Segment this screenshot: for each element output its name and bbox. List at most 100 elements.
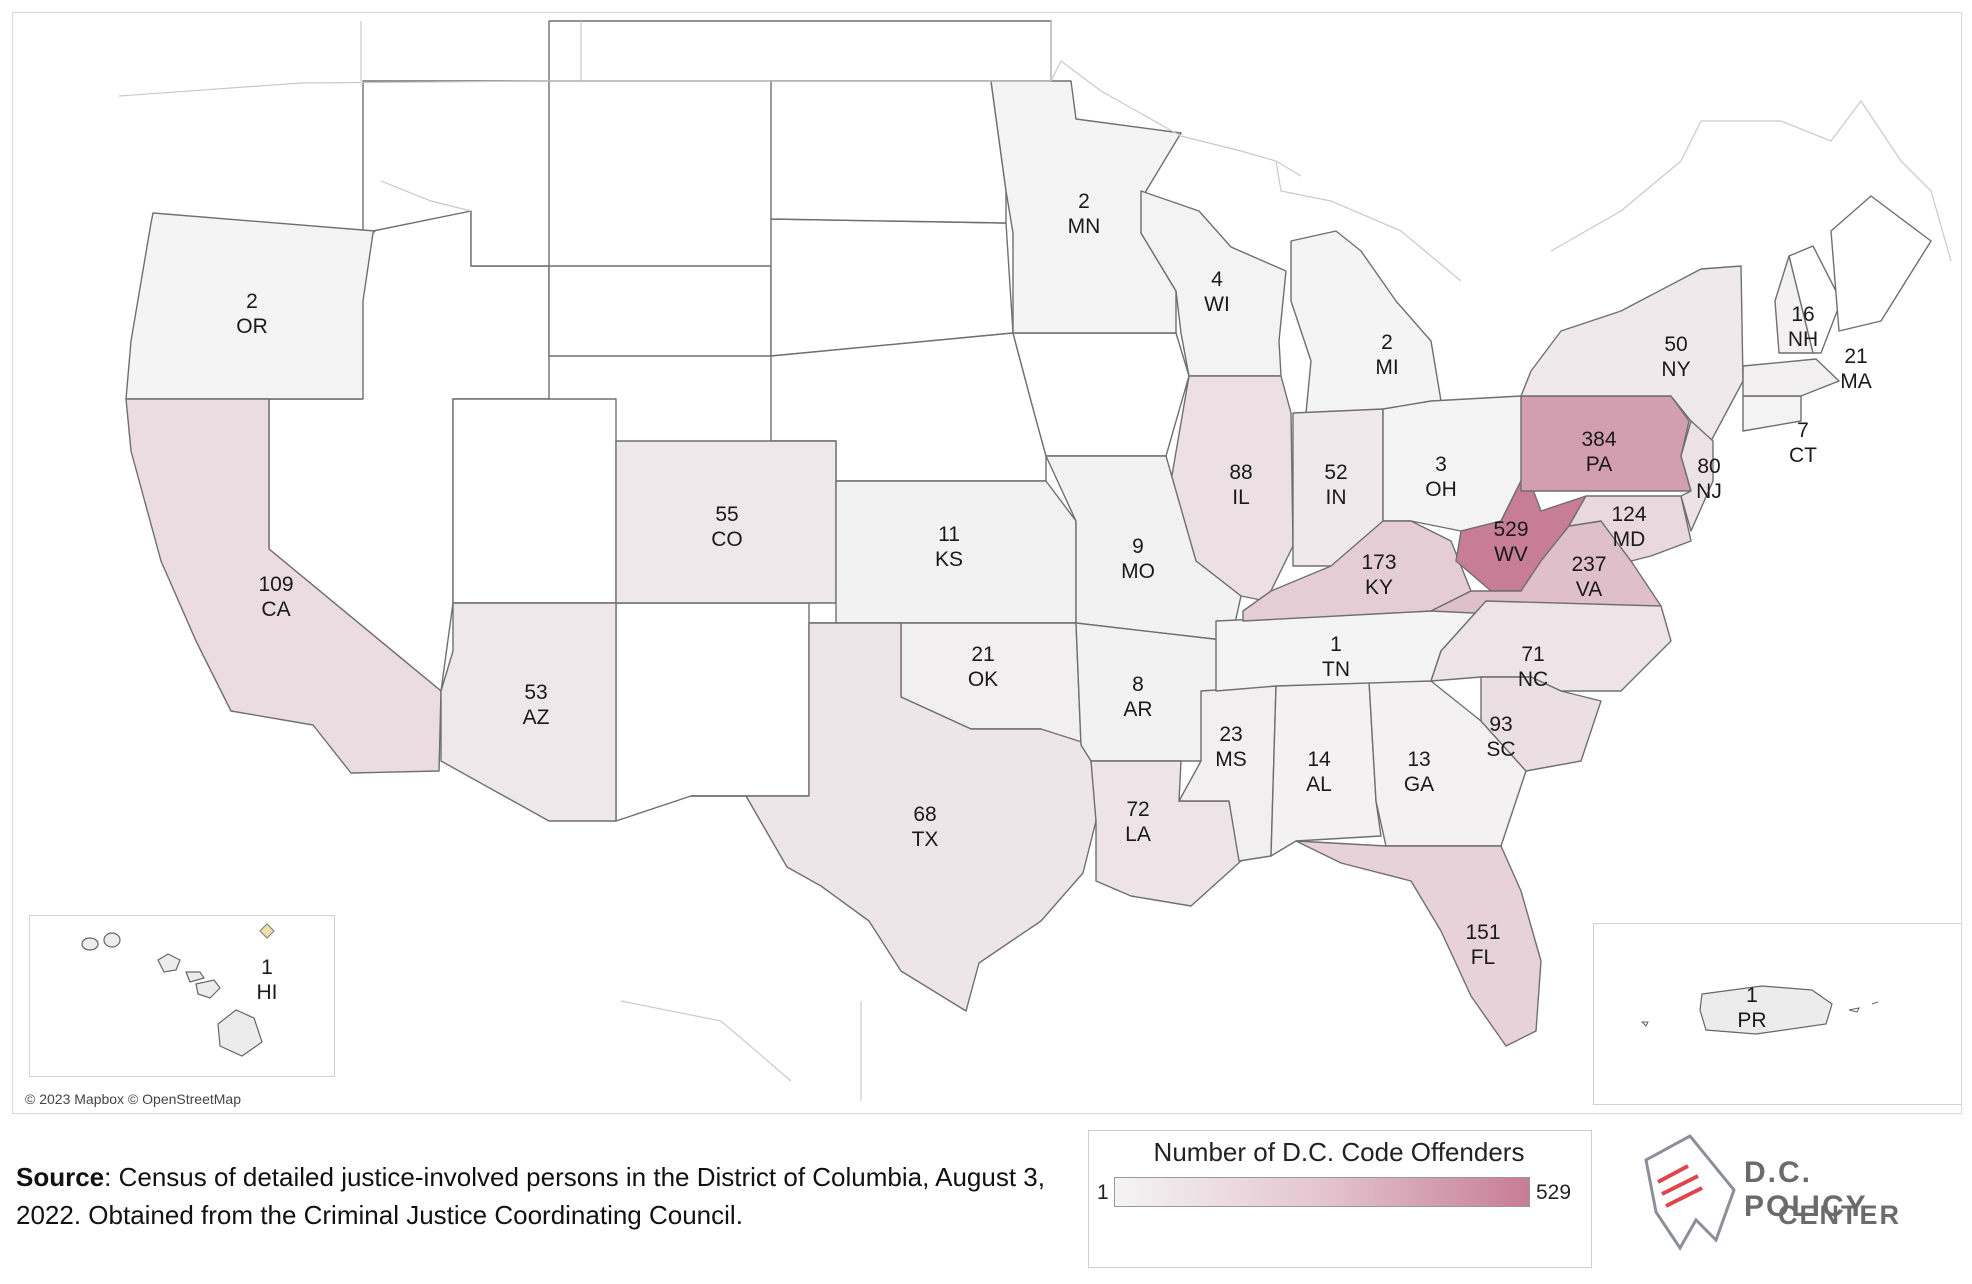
state-value-label-pr: 1 — [1746, 984, 1758, 1007]
legend-gradient-bar — [1114, 1177, 1530, 1207]
state-value-label-co: 55 — [715, 503, 738, 526]
state-abbr-label-oh: OH — [1425, 478, 1457, 501]
map-attribution[interactable]: © 2023 Mapbox © OpenStreetMap — [25, 1091, 241, 1107]
state-value-label-tn: 1 — [1330, 633, 1342, 656]
state-value-label-ms: 23 — [1219, 723, 1242, 746]
state-abbr-label-or: OR — [236, 315, 268, 338]
state-abbr-label-va: VA — [1576, 578, 1602, 601]
state-mo[interactable] — [1045, 455, 1242, 642]
state-sc[interactable] — [1480, 676, 1602, 772]
state-abbr-label-la: LA — [1125, 823, 1151, 846]
state-value-label-va: 237 — [1571, 553, 1606, 576]
state-no-data — [615, 602, 810, 822]
state-mi[interactable] — [1290, 230, 1442, 414]
state-abbr-label-pa: PA — [1586, 453, 1612, 476]
state-ga[interactable] — [1368, 680, 1527, 847]
puerto-rico-inset: 1 PR — [1593, 923, 1961, 1105]
source-text: : Census of detailed justice-involved pe… — [16, 1162, 1045, 1230]
legend-title: Number of D.C. Code Offenders — [1153, 1137, 1525, 1167]
state-value-label-la: 72 — [1126, 798, 1149, 821]
state-value-label-md: 124 — [1611, 503, 1646, 526]
state-value-label-nc: 71 — [1521, 643, 1544, 666]
state-abbr-label-ct: CT — [1789, 444, 1817, 467]
state-value-label-wv: 529 — [1493, 518, 1528, 541]
state-no-data — [770, 80, 1007, 224]
state-value-label-mo: 9 — [1132, 535, 1144, 558]
state-abbr-label-ok: OK — [968, 668, 998, 691]
state-value-label-tx: 68 — [913, 803, 936, 826]
state-abbr-label-co: CO — [711, 528, 743, 551]
state-abbr-label-tn: TN — [1322, 658, 1350, 681]
basemap-boundary-line — [1275, 160, 1462, 282]
legend-max-label: 529 — [1536, 1181, 1572, 1204]
state-abbr-label-ar: AR — [1123, 698, 1152, 721]
state-value-label-mi: 2 — [1381, 331, 1393, 354]
logo-text-line2: CENTER — [1778, 1200, 1902, 1230]
state-abbr-label-mo: MO — [1121, 560, 1155, 583]
state-abbr-label-ky: KY — [1365, 576, 1393, 599]
logo-text-line1: D.C. POLICY — [1744, 1156, 1868, 1223]
state-value-label-ca: 109 — [258, 573, 293, 596]
state-abbr-label-mn: MN — [1068, 215, 1101, 238]
state-la[interactable] — [1090, 760, 1242, 907]
state-abbr-label-sc: SC — [1486, 738, 1515, 761]
state-ky[interactable] — [1242, 520, 1472, 622]
state-abbr-label-ks: KS — [935, 548, 963, 571]
state-ct[interactable] — [1742, 395, 1802, 432]
state-or[interactable] — [125, 212, 376, 400]
legend-min-label: 1 — [1097, 1181, 1109, 1204]
state-ma[interactable] — [1742, 358, 1840, 397]
state-value-label-hi: 1 — [261, 956, 273, 979]
state-abbr-label-al: AL — [1306, 773, 1332, 796]
state-abbr-label-wi: WI — [1204, 293, 1230, 316]
basemap-boundary-line — [620, 1000, 792, 1082]
state-no-data — [548, 20, 1052, 82]
hawaii-inset: 1 HI — [29, 915, 335, 1077]
state-value-label-ok: 21 — [971, 643, 994, 666]
state-nh[interactable] — [1774, 255, 1814, 354]
state-abbr-label-az: AZ — [523, 706, 550, 729]
state-tx[interactable] — [690, 622, 1097, 1012]
basemap-boundary-line — [1701, 99, 1952, 262]
state-value-label-ct: 7 — [1797, 419, 1809, 442]
state-abbr-label-ny: NY — [1661, 358, 1690, 381]
state-abbr-label-ms: MS — [1215, 748, 1247, 771]
state-abbr-label-il: IL — [1232, 486, 1250, 509]
state-value-label-ks: 11 — [938, 523, 960, 546]
state-value-label-in: 52 — [1324, 461, 1347, 484]
source-label: Source — [16, 1162, 105, 1192]
state-abbr-label-ma: MA — [1840, 370, 1872, 393]
color-legend: Number of D.C. Code Offenders 1 529 — [1088, 1130, 1592, 1268]
state-az[interactable] — [440, 602, 617, 822]
state-ca[interactable] — [125, 398, 442, 774]
hawaii-shape — [81, 923, 275, 1057]
state-abbr-label-in: IN — [1326, 486, 1347, 509]
state-fl[interactable] — [1295, 840, 1542, 1047]
state-value-label-ma: 21 — [1844, 345, 1867, 368]
state-value-label-nj: 80 — [1697, 455, 1720, 478]
state-value-label-ga: 13 — [1407, 748, 1430, 771]
basemap-boundary-line — [380, 180, 472, 212]
state-value-label-mn: 2 — [1078, 190, 1090, 213]
basemap-boundary-line — [360, 21, 1052, 81]
state-abbr-label-hi: HI — [256, 981, 278, 1004]
state-value-label-ar: 8 — [1132, 673, 1144, 696]
state-abbr-label-md: MD — [1613, 528, 1646, 551]
state-oh[interactable] — [1382, 395, 1527, 532]
state-value-label-ky: 173 — [1361, 551, 1396, 574]
state-value-label-az: 53 — [524, 681, 547, 704]
state-value-label-nh: 16 — [1791, 303, 1814, 326]
source-note: Source: Census of detailed justice-invol… — [16, 1158, 1076, 1234]
state-no-data — [548, 265, 772, 357]
puerto-rico-shape — [1640, 985, 1879, 1035]
state-no-data — [770, 218, 1014, 357]
state-abbr-label-wv: WV — [1494, 543, 1528, 566]
state-abbr-label-nc: NC — [1518, 668, 1548, 691]
state-value-label-oh: 3 — [1435, 453, 1447, 476]
dc-policy-center-logo: D.C. POLICY CENTER — [1636, 1130, 1936, 1260]
state-abbr-label-mi: MI — [1375, 356, 1398, 379]
state-value-label-sc: 93 — [1489, 713, 1512, 736]
state-nj[interactable] — [1680, 420, 1714, 532]
state-value-label-or: 2 — [246, 290, 258, 313]
